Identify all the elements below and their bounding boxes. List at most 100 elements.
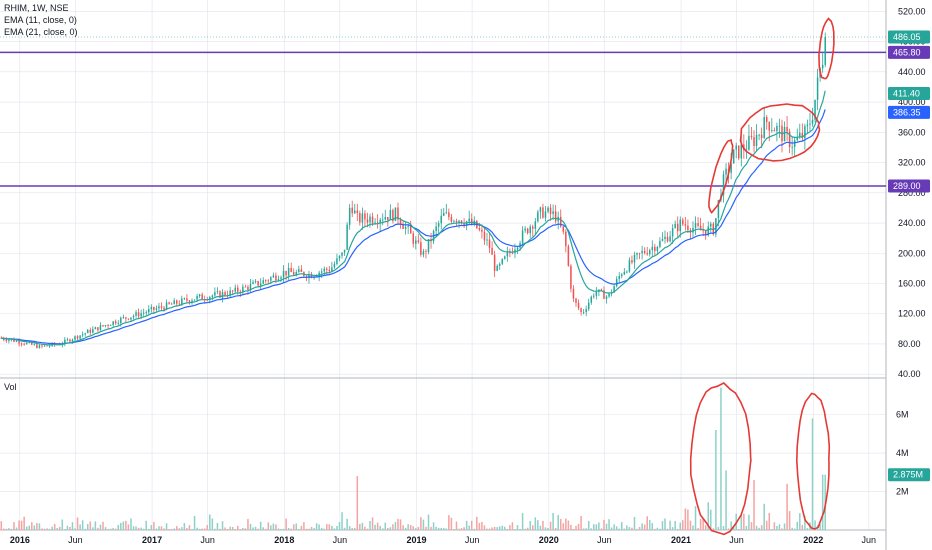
- volume-bar: [468, 525, 470, 530]
- volume-bar: [422, 519, 425, 530]
- volume-bar: [397, 518, 399, 530]
- legend-symbol[interactable]: RHIM, 1W, NSE: [4, 3, 69, 13]
- volume-bar: [460, 528, 463, 530]
- candle-body: [572, 288, 575, 299]
- candle-body: [191, 300, 193, 303]
- volume-bar: [768, 512, 771, 530]
- volume-bars: [0, 387, 826, 530]
- candle-body: [33, 344, 36, 346]
- time-tick-label: 2022: [803, 535, 823, 545]
- volume-bar: [478, 522, 481, 530]
- candle-body: [450, 216, 453, 222]
- volume-bar: [359, 524, 361, 530]
- volume-bar: [0, 521, 3, 530]
- volume-bar: [440, 527, 442, 530]
- price-badge-label: 386.35: [893, 107, 921, 117]
- horizontal-lines[interactable]: [0, 36, 886, 187]
- volume-bar: [41, 528, 43, 530]
- candle-body: [399, 219, 402, 225]
- candle-body: [582, 312, 585, 313]
- price-axis[interactable]: 40.00 80.00 120.00 160.00 200.00 240.00 280.00…: [898, 6, 926, 379]
- price-tick-label: 240.00: [898, 218, 926, 228]
- candle-body: [114, 321, 117, 324]
- candle-body: [448, 212, 450, 217]
- volume-bar: [506, 528, 509, 530]
- candle-body: [600, 289, 603, 291]
- candle-body: [488, 239, 491, 248]
- volume-bar: [5, 528, 8, 530]
- volume-badge: 2.875M: [888, 468, 930, 482]
- volume-bar: [328, 524, 331, 530]
- volume-bar: [605, 523, 608, 530]
- candle-body: [694, 223, 697, 228]
- volume-bar: [603, 519, 605, 530]
- volume-bar: [290, 528, 292, 530]
- candle-body: [384, 217, 387, 220]
- volume-badge-label: 2.875M: [893, 470, 923, 480]
- candle-body: [760, 134, 763, 139]
- volume-bar: [516, 525, 519, 530]
- volume-label[interactable]: Vol: [4, 382, 17, 392]
- candle-body: [679, 219, 682, 232]
- volume-bar: [298, 529, 300, 530]
- volume-bar: [776, 526, 778, 530]
- candle-body: [443, 213, 445, 216]
- volume-bar: [659, 528, 661, 530]
- volume-bar: [163, 528, 165, 530]
- volume-bar: [656, 527, 659, 530]
- volume-bar: [821, 474, 824, 530]
- volume-bar: [229, 526, 231, 530]
- legend-ema-long[interactable]: EMA (21, close, 0): [4, 27, 78, 37]
- candle-body: [618, 276, 620, 279]
- volume-bar: [353, 527, 356, 530]
- time-axis[interactable]: 2016 Jun 2017 Jun 2018 Jun 2019 Jun 2020 Jun 2021 J…: [10, 535, 876, 545]
- annotation-volume-circle-1: [689, 382, 752, 536]
- volume-bar: [331, 526, 333, 530]
- candle-body: [320, 271, 323, 273]
- candle-body: [74, 336, 76, 340]
- candle-body: [470, 218, 473, 225]
- volume-bar: [183, 523, 186, 530]
- candles: [0, 32, 826, 349]
- candle-body: [771, 130, 773, 131]
- candle-body: [308, 273, 310, 279]
- volume-bar: [130, 518, 132, 530]
- volume-bar: [280, 528, 282, 530]
- candle-body: [150, 306, 153, 310]
- candle-body: [76, 336, 79, 339]
- volume-bar: [295, 523, 298, 530]
- volume-axis[interactable]: 2M 4M 6M: [896, 410, 909, 497]
- candle-body: [221, 292, 224, 298]
- volume-bar: [310, 526, 313, 530]
- time-tick-label: Jun: [597, 535, 612, 545]
- candle-body: [519, 243, 521, 248]
- candle-body: [31, 342, 33, 345]
- volume-tick-label: 4M: [896, 448, 909, 458]
- volume-bar: [366, 528, 369, 530]
- candle-body: [496, 265, 498, 271]
- volume-bar: [559, 518, 562, 530]
- hand-drawn-annotations: [689, 17, 835, 536]
- candle-body: [732, 149, 735, 164]
- volume-bar: [109, 528, 112, 530]
- candle-body: [740, 144, 743, 159]
- volume-bar: [532, 525, 534, 530]
- volume-bar: [750, 522, 753, 530]
- time-tick-label: 2018: [274, 535, 294, 545]
- candle-body: [112, 321, 114, 326]
- candle-body: [397, 207, 399, 220]
- volume-bar: [585, 528, 587, 530]
- candle-body: [768, 122, 771, 131]
- candle-body: [608, 293, 610, 297]
- volume-bar: [203, 528, 206, 530]
- volume-bar: [552, 512, 554, 530]
- volume-bar: [819, 524, 821, 530]
- candle-body: [5, 339, 8, 342]
- candle-body: [231, 290, 234, 292]
- candle-body: [23, 343, 25, 345]
- legend-ema-short[interactable]: EMA (11, close, 0): [4, 15, 77, 25]
- candle-body: [224, 292, 226, 296]
- volume-bar: [575, 525, 577, 530]
- volume-tick-label: 2M: [896, 487, 909, 497]
